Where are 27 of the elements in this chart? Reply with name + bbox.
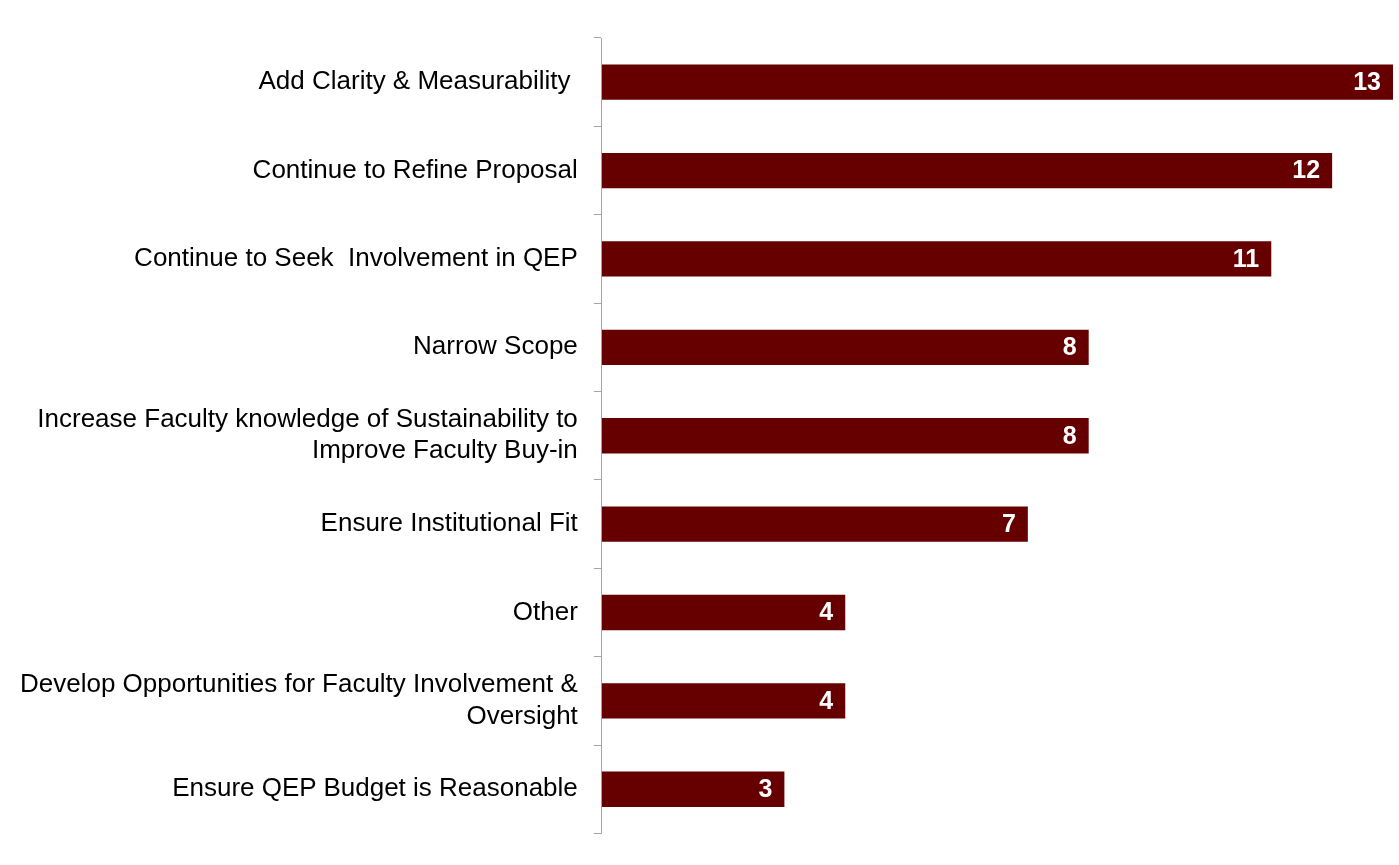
y-tick-label: Other [512, 595, 579, 626]
y-tick-label: Continue to Refine Proposal [252, 153, 578, 184]
y-tick-label: Continue to Seek Involvement in QEP [134, 242, 578, 273]
data-label: 3 [758, 774, 773, 803]
data-label: 8 [1062, 332, 1077, 361]
bar [601, 241, 1272, 277]
data-label: 13 [1353, 67, 1381, 96]
data-label: 4 [819, 597, 834, 626]
bar [601, 64, 1393, 100]
bar [601, 152, 1333, 189]
bar [601, 506, 1028, 542]
y-tick-label: Narrow Scope [413, 330, 578, 361]
y-tick-label: Develop Opportunities for Faculty Involvement & Oversight [19, 668, 579, 730]
y-tick-label: Add Clarity & Measurability [258, 65, 578, 96]
y-tick-label: Ensure QEP Budget is Reasonable [172, 772, 578, 803]
bar [601, 418, 1089, 454]
data-label: 12 [1292, 155, 1321, 184]
bar [601, 771, 785, 807]
y-tick-label: Ensure Institutional Fit [320, 507, 579, 538]
bar [601, 683, 846, 719]
data-label: 11 [1232, 243, 1260, 272]
y-tick-label: Increase Faculty knowledge of Sustainability to Improve Faculty Buy-in [37, 403, 578, 465]
data-label: 7 [1001, 508, 1016, 537]
bar [601, 594, 846, 631]
data-label: 8 [1062, 420, 1077, 449]
data-label: 4 [819, 685, 834, 714]
bar [601, 329, 1089, 365]
